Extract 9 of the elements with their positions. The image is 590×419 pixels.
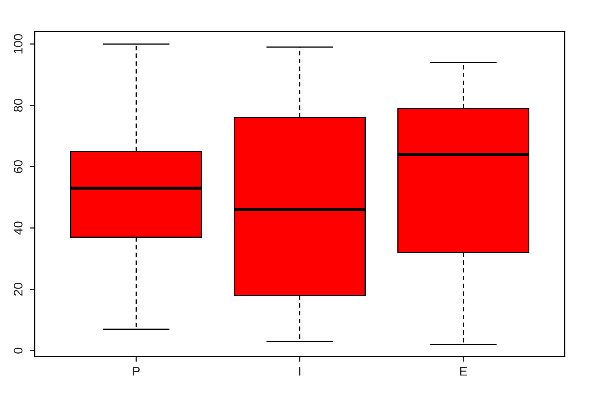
y-tick-label: 100	[14, 34, 23, 54]
y-tick-label: 20	[14, 283, 23, 296]
y-tick-label: 80	[14, 99, 23, 112]
y-tick-label: 0	[14, 348, 23, 354]
x-tick-label: P	[133, 367, 140, 376]
y-tick-label: 60	[14, 160, 23, 174]
y-tick-label: 40	[14, 222, 23, 235]
x-tick-label: I	[299, 367, 301, 376]
x-tick-label: E	[460, 367, 468, 376]
